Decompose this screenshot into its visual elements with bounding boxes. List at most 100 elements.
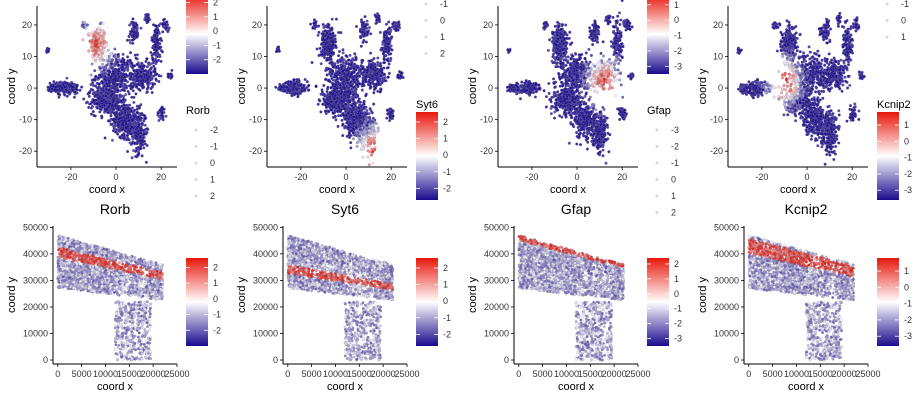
data-point	[115, 63, 118, 66]
data-point	[295, 88, 298, 91]
data-point	[133, 109, 136, 112]
data-point	[381, 71, 384, 74]
data-point	[158, 53, 161, 56]
data-point	[63, 94, 66, 97]
data-point	[90, 113, 93, 116]
data-point	[114, 53, 117, 56]
data-point	[141, 122, 144, 125]
data-point	[352, 137, 355, 140]
data-point	[337, 81, 340, 84]
data-point	[322, 38, 325, 41]
data-point	[339, 92, 342, 95]
data-point	[122, 98, 125, 101]
data-point	[118, 75, 121, 78]
data-point	[381, 69, 384, 72]
data-point	[120, 76, 123, 79]
data-point	[370, 109, 373, 112]
data-point	[386, 109, 389, 112]
data-point	[91, 39, 94, 42]
data-point	[362, 67, 365, 70]
data-point	[369, 60, 372, 63]
data-point	[370, 135, 373, 138]
data-point	[331, 77, 334, 80]
data-point	[112, 107, 115, 110]
data-point	[126, 55, 129, 58]
data-point	[135, 35, 138, 38]
data-point	[313, 18, 316, 21]
data-point	[376, 72, 379, 75]
data-point	[123, 104, 126, 107]
data-point	[352, 127, 355, 130]
data-point	[148, 69, 151, 72]
data-point	[125, 117, 128, 120]
colorbar	[186, 0, 208, 74]
data-point	[130, 96, 133, 99]
data-point	[358, 75, 361, 78]
size-label: 2	[210, 191, 215, 201]
data-point	[316, 48, 319, 51]
data-point	[148, 76, 151, 79]
size-key	[425, 3, 428, 6]
data-point	[126, 39, 129, 42]
data-point	[366, 124, 369, 127]
data-point	[88, 95, 91, 98]
data-point	[80, 86, 83, 89]
data-point	[280, 86, 283, 89]
data-point	[136, 53, 139, 56]
data-point	[376, 64, 379, 67]
data-point	[388, 72, 391, 75]
data-point	[133, 28, 136, 31]
data-point	[97, 44, 100, 47]
data-point	[320, 62, 323, 65]
size-legend: Rorb-2-1012	[186, 105, 218, 201]
data-point	[137, 115, 140, 118]
data-point	[371, 80, 374, 83]
data-point	[353, 80, 356, 83]
data-point	[323, 93, 326, 96]
data-point	[129, 51, 132, 54]
data-point	[93, 99, 96, 102]
x-tick-label: 20	[386, 172, 396, 182]
data-point	[356, 134, 359, 137]
data-point	[99, 67, 102, 70]
data-point	[121, 66, 124, 69]
data-point	[332, 112, 335, 115]
data-point	[278, 83, 281, 86]
data-point	[135, 85, 138, 88]
data-point	[345, 114, 348, 117]
data-point	[131, 73, 134, 76]
data-point	[383, 61, 386, 64]
data-point	[344, 125, 347, 128]
data-point	[102, 35, 105, 38]
data-point	[140, 62, 143, 65]
data-point	[345, 77, 348, 80]
data-point	[131, 119, 134, 122]
data-point	[348, 136, 351, 139]
data-point	[361, 89, 364, 92]
data-point	[326, 90, 329, 93]
data-point	[128, 104, 131, 107]
colorbar-label: 2	[213, 0, 218, 8]
data-point	[121, 63, 124, 66]
y-axis-title: coord y	[236, 68, 248, 105]
data-point	[131, 39, 134, 42]
data-point	[327, 110, 330, 113]
data-point	[132, 149, 135, 152]
data-point	[365, 41, 368, 44]
data-point	[327, 25, 330, 28]
data-point	[159, 109, 162, 112]
data-point	[165, 115, 168, 118]
data-point	[108, 57, 111, 60]
data-point	[372, 103, 375, 106]
data-point	[96, 107, 99, 110]
data-point	[296, 95, 299, 98]
data-point	[369, 52, 372, 55]
data-point	[368, 129, 371, 132]
data-point	[128, 138, 131, 141]
data-point	[293, 78, 296, 81]
data-point	[350, 63, 353, 66]
data-point	[372, 91, 375, 94]
data-point	[275, 50, 278, 53]
data-point	[66, 95, 69, 98]
point-cloud	[506, 0, 635, 165]
